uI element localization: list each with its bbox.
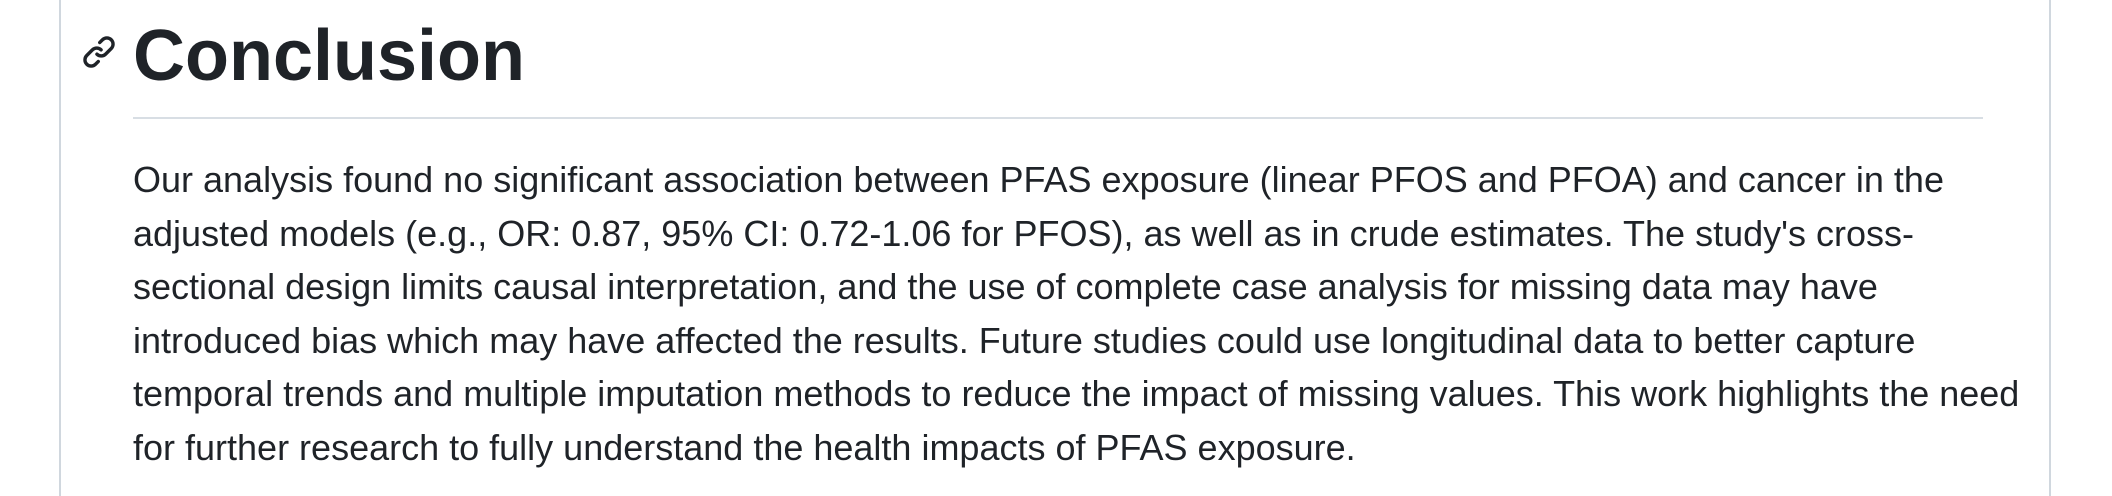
conclusion-paragraph: Our analysis found no significant associ… bbox=[133, 159, 2020, 468]
markdown-content-frame: Conclusion Our analysis found no signifi… bbox=[59, 0, 2051, 496]
section-title: Conclusion bbox=[133, 16, 525, 96]
heading-anchor-link[interactable] bbox=[81, 34, 117, 70]
section-heading-row: Conclusion bbox=[61, 0, 2049, 120]
heading-divider bbox=[133, 117, 1983, 119]
link-icon bbox=[81, 34, 117, 70]
